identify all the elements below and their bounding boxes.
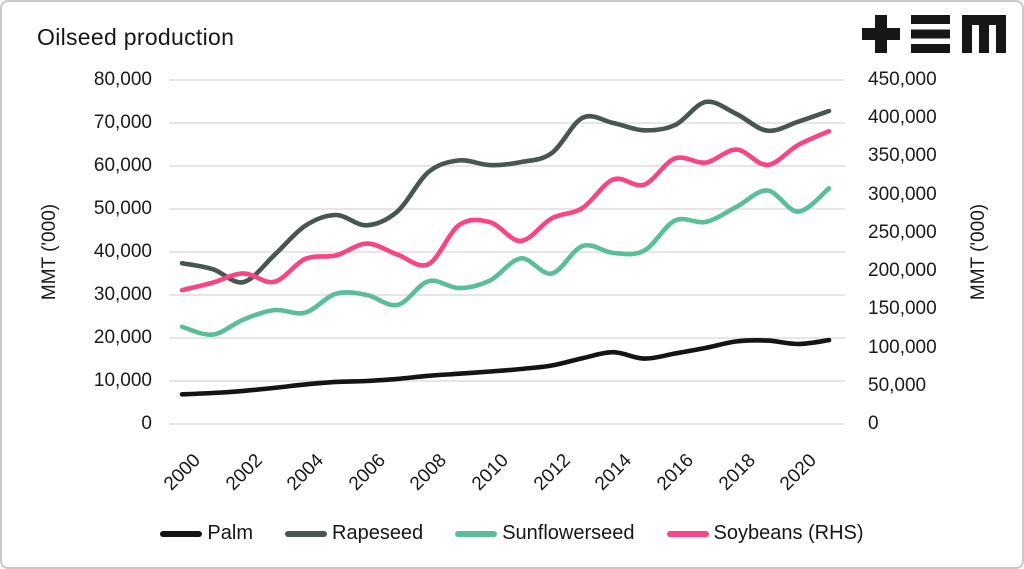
legend-item-sunflowerseed: Sunflowerseed	[455, 522, 635, 545]
legend-swatch	[666, 530, 709, 537]
m-icon	[962, 15, 1006, 53]
legend-label: Soybeans (RHS)	[713, 522, 864, 544]
y-axis-left-title: MMT ('000)	[39, 203, 60, 301]
series-line-rapeseed	[179, 99, 832, 285]
y-axis-left-tick-label: 50,000	[93, 198, 152, 219]
chart-legend: Palm Rapeseed Sunflowerseed Soybeans (RHS)	[2, 522, 1022, 545]
y-axis-left-tick-label: 40,000	[93, 241, 152, 262]
y-axis-left-tick-label: 30,000	[93, 284, 152, 305]
series-line-sunflowerseed	[179, 186, 832, 337]
y-axis-left-tick-label: 80,000	[93, 69, 152, 90]
plus-icon	[862, 15, 900, 53]
series-line-soybeans-rhs	[179, 128, 832, 293]
series-line-palm	[179, 337, 832, 397]
y-axis-right-tick-label: 150,000	[868, 298, 937, 320]
y-axis-right-tick-label: 400,000	[868, 107, 937, 129]
legend-swatch	[285, 530, 327, 537]
y-axis-right-tick-label: 300,000	[868, 183, 937, 205]
y-axis-right-tick-label: 250,000	[868, 221, 937, 243]
y-axis-right-title: MMT ('000)	[968, 203, 989, 301]
legend-swatch	[455, 530, 498, 537]
legend-label: Palm	[207, 522, 253, 544]
legend-item-soybeans-rhs: Soybeans (RHS)	[666, 522, 864, 545]
y-axis-right-tick-label: 0	[868, 413, 879, 434]
legend-item-rapeseed: Rapeseed	[285, 522, 423, 545]
y-axis-left-tick-label: 10,000	[93, 370, 152, 391]
tem-logo	[862, 15, 1006, 53]
y-axis-right-tick-label: 350,000	[868, 145, 937, 167]
y-axis-right-tick-label: 100,000	[868, 336, 937, 358]
y-axis-right-tick-label: 200,000	[868, 260, 937, 282]
chart-title: Oilseed production	[37, 24, 235, 50]
y-axis-left-tick-label: 20,000	[93, 327, 152, 348]
triple-bar-icon	[911, 15, 950, 53]
y-axis-left-tick-label: 0	[141, 413, 152, 434]
legend-label: Rapeseed	[332, 522, 424, 544]
y-axis-right-tick-label: 50,000	[868, 374, 927, 396]
legend-item-palm: Palm	[160, 522, 253, 545]
legend-swatch	[160, 530, 203, 537]
y-axis-left-tick-label: 60,000	[93, 155, 152, 176]
legend-label: Sunflowerseed	[502, 522, 635, 544]
y-axis-right-tick-label: 450,000	[868, 69, 937, 90]
y-axis-left-tick-label: 70,000	[93, 112, 152, 133]
